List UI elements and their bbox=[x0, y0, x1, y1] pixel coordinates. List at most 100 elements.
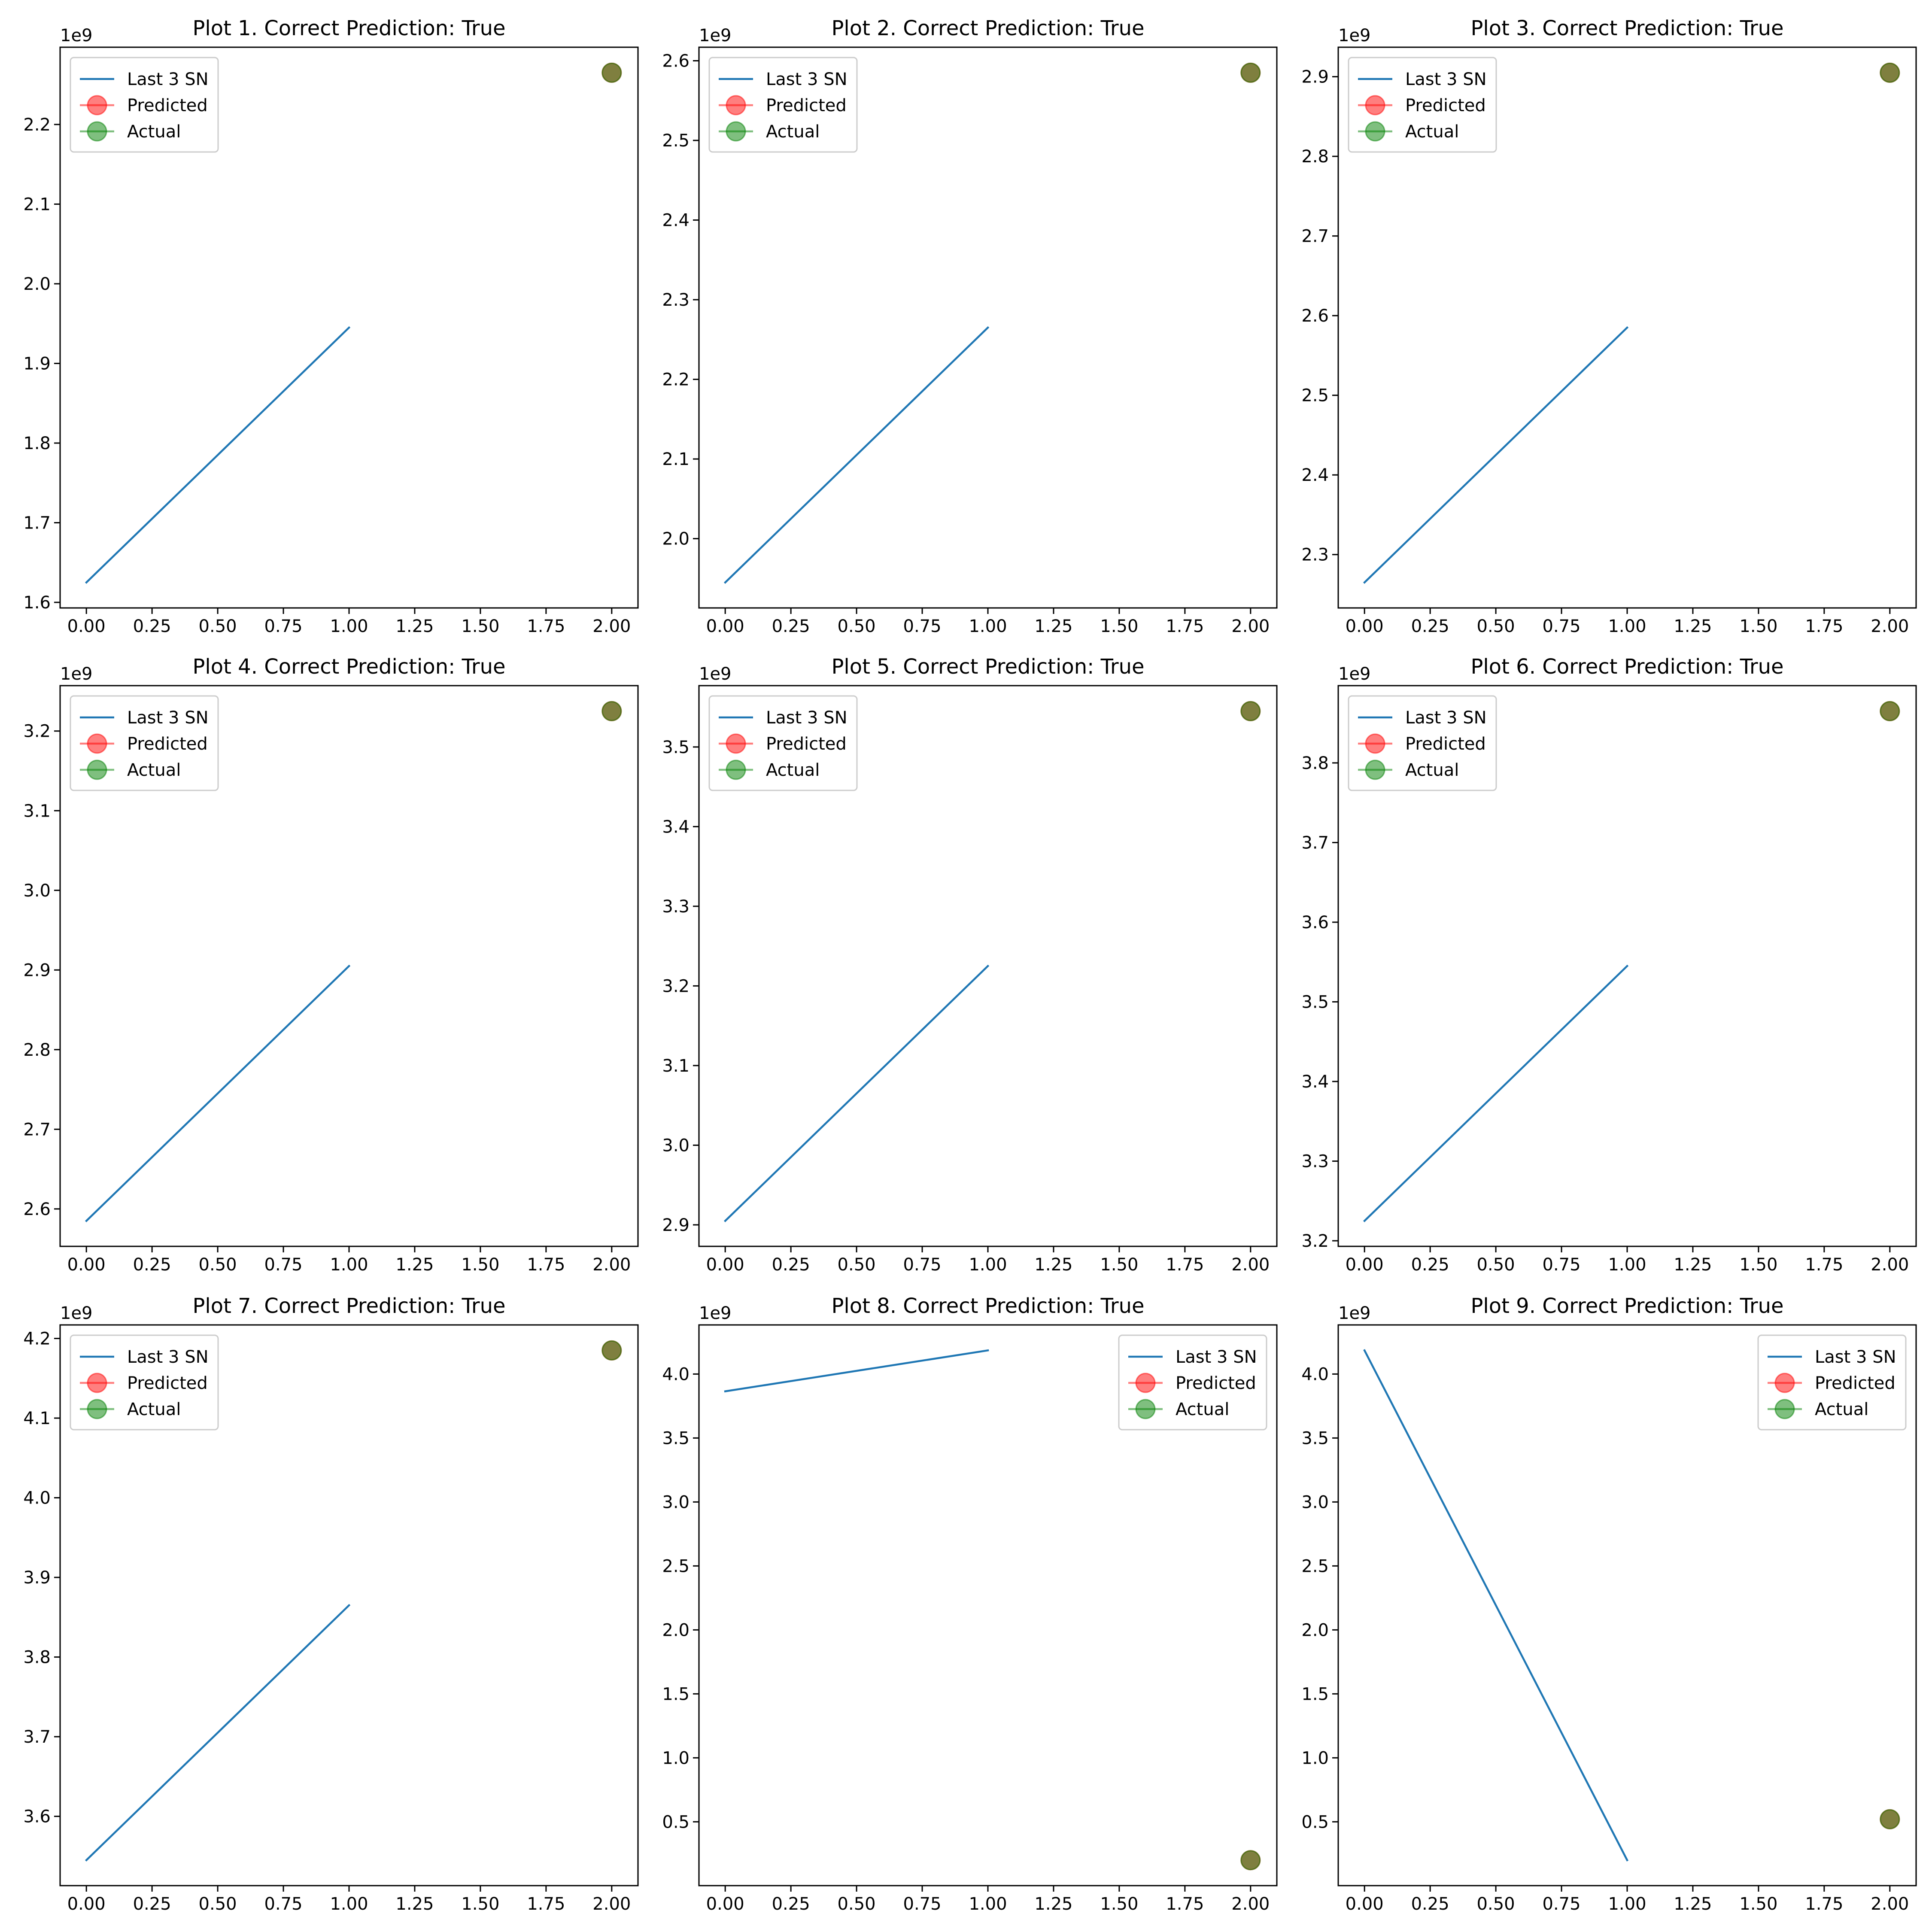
y-tick-label: 3.6 bbox=[1301, 913, 1329, 933]
plot-title: Plot 7. Correct Prediction: True bbox=[192, 1294, 505, 1318]
x-tick-label: 2.00 bbox=[1871, 1894, 1909, 1914]
legend-label-predicted: Predicted bbox=[127, 96, 208, 115]
x-tick-label: 0.75 bbox=[903, 1255, 942, 1275]
x-tick-label: 2.00 bbox=[592, 1894, 631, 1914]
plot-title: Plot 2. Correct Prediction: True bbox=[831, 16, 1144, 40]
x-tick-label: 1.00 bbox=[330, 617, 368, 636]
axes-frame bbox=[1337, 685, 1917, 1247]
legend-handle-actual-marker bbox=[726, 121, 746, 142]
legend-label-predicted: Predicted bbox=[1176, 1373, 1256, 1393]
legend-label-last-3-sn: Last 3 SN bbox=[1405, 708, 1487, 728]
legend-label-last-3-sn: Last 3 SN bbox=[1405, 70, 1487, 89]
legend-label-last-3-sn: Last 3 SN bbox=[1815, 1347, 1896, 1367]
y-tick-label: 2.7 bbox=[1301, 227, 1329, 246]
y-tick-label: 2.6 bbox=[1301, 306, 1329, 326]
actual-point bbox=[1240, 701, 1261, 721]
legend-label-last-3-sn: Last 3 SN bbox=[766, 70, 848, 89]
x-tick-label: 1.75 bbox=[1166, 617, 1204, 636]
x-tick-label: 0.00 bbox=[1346, 617, 1384, 636]
x-tick-label: 1.50 bbox=[461, 617, 499, 636]
series-line-last-3-sn bbox=[724, 964, 990, 1222]
x-tick-label: 0.75 bbox=[264, 1894, 303, 1914]
y-offset-label: 1e9 bbox=[699, 1303, 732, 1323]
x-tick-label: 1.50 bbox=[1100, 1255, 1138, 1275]
legend: Last 3 SN Predicted Actual bbox=[70, 695, 219, 791]
legend: Last 3 SN Predicted Actual bbox=[708, 57, 858, 153]
legend-label-predicted: Predicted bbox=[766, 734, 847, 754]
x-tick-label: 0.25 bbox=[133, 1255, 171, 1275]
x-tick-label: 1.25 bbox=[395, 617, 434, 636]
y-tick-label: 3.1 bbox=[23, 801, 51, 821]
y-tick-label: 4.2 bbox=[23, 1329, 51, 1349]
y-tick-label: 3.0 bbox=[1301, 1492, 1329, 1512]
x-tick-label: 0.00 bbox=[67, 1894, 106, 1914]
x-tick-label: 1.75 bbox=[1166, 1255, 1204, 1275]
plot-title: Plot 6. Correct Prediction: True bbox=[1470, 655, 1783, 679]
x-tick-label: 1.75 bbox=[1805, 1255, 1843, 1275]
x-tick-label: 0.25 bbox=[1411, 1255, 1449, 1275]
y-tick-label: 2.1 bbox=[23, 194, 51, 214]
y-offset-label: 1e9 bbox=[1338, 26, 1371, 46]
y-tick-label: 0.5 bbox=[662, 1812, 690, 1832]
subplot-3: Plot 3. Correct Prediction: True 1e9 0.00 0… bbox=[1301, 16, 1917, 636]
x-tick-label: 2.00 bbox=[1231, 617, 1270, 636]
y-tick-label: 2.9 bbox=[23, 960, 51, 980]
subplot-5: Plot 5. Correct Prediction: True 1e9 0.00 0… bbox=[662, 655, 1278, 1275]
y-tick-label: 2.0 bbox=[662, 529, 690, 549]
x-tick-label: 1.00 bbox=[330, 1894, 368, 1914]
x-tick-label: 1.75 bbox=[527, 1255, 565, 1275]
actual-point bbox=[1880, 1809, 1900, 1829]
legend: Last 3 SN Predicted Actual bbox=[1348, 57, 1497, 153]
x-tick-label: 0.25 bbox=[1411, 1894, 1449, 1914]
x-tick-label: 0.50 bbox=[1477, 1894, 1515, 1914]
legend-label-predicted: Predicted bbox=[1405, 734, 1486, 754]
y-tick-label: 1.8 bbox=[23, 434, 51, 453]
legend-handle-actual-marker bbox=[1135, 1399, 1156, 1419]
legend-handle-predicted-marker bbox=[1365, 95, 1385, 115]
y-tick-label: 3.7 bbox=[23, 1727, 51, 1747]
x-tick-label: 0.50 bbox=[199, 617, 237, 636]
y-tick-label: 3.5 bbox=[662, 738, 690, 757]
legend-label-last-3-sn: Last 3 SN bbox=[127, 708, 209, 728]
y-offset-label: 1e9 bbox=[60, 26, 93, 46]
legend-label-predicted: Predicted bbox=[766, 96, 847, 115]
x-tick-label: 1.00 bbox=[1608, 617, 1646, 636]
x-tick-label: 2.00 bbox=[592, 617, 631, 636]
y-tick-label: 3.0 bbox=[662, 1492, 690, 1512]
x-tick-label: 1.25 bbox=[1674, 617, 1712, 636]
y-tick-label: 3.0 bbox=[662, 1136, 690, 1155]
y-tick-label: 3.8 bbox=[1301, 753, 1329, 773]
y-tick-label: 1.5 bbox=[1301, 1684, 1329, 1704]
x-tick-label: 1.00 bbox=[969, 1255, 1007, 1275]
y-offset-label: 1e9 bbox=[1338, 664, 1371, 684]
actual-point bbox=[601, 1340, 622, 1361]
subplot-7: Plot 7. Correct Prediction: True 1e9 0.00 0… bbox=[23, 1294, 639, 1914]
legend-box bbox=[1348, 57, 1497, 153]
actual-point bbox=[601, 701, 622, 721]
plot-title: Plot 1. Correct Prediction: True bbox=[192, 16, 505, 40]
x-tick-label: 0.75 bbox=[1543, 1255, 1581, 1275]
legend-box bbox=[708, 57, 858, 153]
y-tick-label: 2.9 bbox=[662, 1215, 690, 1235]
axes-frame bbox=[59, 46, 639, 609]
y-tick-label: 3.0 bbox=[23, 881, 51, 901]
y-tick-label: 4.1 bbox=[23, 1409, 51, 1428]
x-tick-label: 1.50 bbox=[1739, 1894, 1777, 1914]
legend-box bbox=[70, 1334, 219, 1431]
x-tick-label: 2.00 bbox=[1231, 1894, 1270, 1914]
y-tick-label: 1.0 bbox=[1301, 1748, 1329, 1768]
actual-point bbox=[1880, 62, 1900, 83]
x-tick-label: 2.00 bbox=[592, 1255, 631, 1275]
x-tick-label: 1.50 bbox=[461, 1894, 499, 1914]
x-tick-label: 0.75 bbox=[903, 617, 942, 636]
x-tick-label: 0.25 bbox=[772, 1255, 810, 1275]
y-tick-label: 3.5 bbox=[1301, 992, 1329, 1012]
x-tick-label: 2.00 bbox=[1871, 1255, 1909, 1275]
x-tick-label: 1.50 bbox=[1739, 617, 1777, 636]
legend: Last 3 SN Predicted Actual bbox=[1757, 1334, 1907, 1431]
legend-handle-predicted-marker bbox=[1774, 1373, 1795, 1393]
x-tick-label: 1.00 bbox=[1608, 1255, 1646, 1275]
actual-point bbox=[1880, 701, 1900, 721]
legend-handle-predicted-marker bbox=[87, 733, 107, 754]
y-tick-label: 3.3 bbox=[1301, 1152, 1329, 1172]
